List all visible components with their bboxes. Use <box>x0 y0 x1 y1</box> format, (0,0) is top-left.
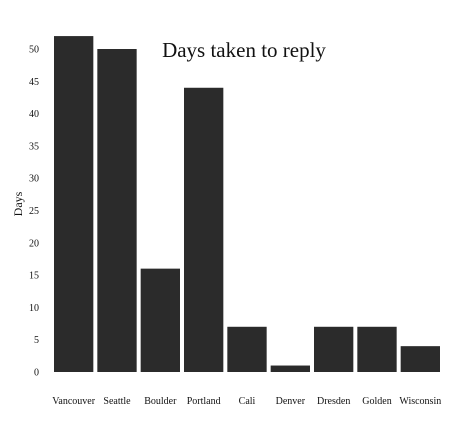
x-tick-label: Dresden <box>317 396 350 407</box>
x-tick-label: Cali <box>239 396 256 407</box>
x-tick-label: Vancouver <box>52 396 95 407</box>
y-tick-label: 25 <box>29 206 39 217</box>
y-tick-label: 45 <box>29 77 39 88</box>
x-tick-label: Denver <box>276 396 306 407</box>
y-axis-title: Days <box>11 191 25 216</box>
y-tick-label: 10 <box>29 303 39 314</box>
bar-boulder <box>140 268 180 372</box>
x-tick-label: Portland <box>187 396 221 407</box>
x-axis-ticks: Vancouver Seattle Boulder Portland Cali Denve… <box>52 396 441 407</box>
x-tick-label: Boulder <box>144 396 177 407</box>
y-tick-label: 35 <box>29 141 39 152</box>
y-tick-label: 50 <box>29 45 39 56</box>
bar-golden <box>357 326 397 372</box>
y-tick-label: 20 <box>29 238 39 249</box>
bars <box>54 36 440 372</box>
y-tick-label: 0 <box>34 368 39 379</box>
x-tick-label: Wisconsin <box>399 396 441 407</box>
x-tick-label: Seattle <box>103 396 131 407</box>
chart-title: Days taken to reply <box>162 38 326 62</box>
bar-cali <box>227 326 267 372</box>
bar-portland <box>184 87 224 372</box>
bar-wisconsin <box>400 346 440 372</box>
bar-dresden <box>314 326 354 372</box>
y-tick-label: 5 <box>34 335 39 346</box>
y-tick-label: 30 <box>29 174 39 185</box>
y-tick-label: 15 <box>29 271 39 282</box>
y-axis-ticks: 0 5 10 15 20 25 30 35 40 45 50 <box>29 45 39 379</box>
y-tick-label: 40 <box>29 109 39 120</box>
bar-denver <box>270 365 310 372</box>
bar-seattle <box>97 49 137 372</box>
bar-vancouver <box>54 36 94 372</box>
x-tick-label: Golden <box>362 396 391 407</box>
